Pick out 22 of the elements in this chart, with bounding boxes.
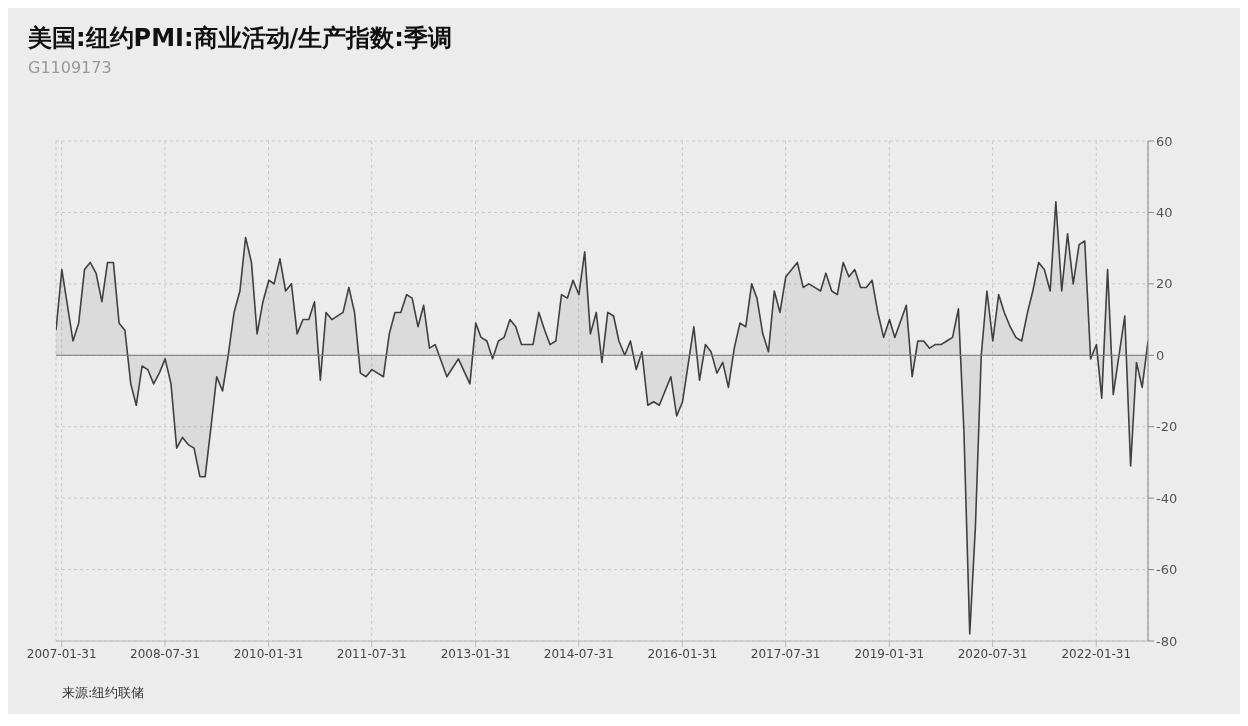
x-tick-label: 2022-01-31 <box>1061 646 1132 661</box>
y-tick-label: -60 <box>1156 562 1178 578</box>
chart-subtitle: G1109173 <box>28 58 112 77</box>
y-tick-label: 40 <box>1156 205 1173 221</box>
x-tick-label: 2011-07-31 <box>336 646 407 661</box>
x-tick-label: 2007-01-31 <box>26 646 97 661</box>
x-tick-label: 2016-01-31 <box>647 646 718 661</box>
source-note: 来源:纽约联储 <box>62 684 145 702</box>
y-tick-label: -20 <box>1156 419 1178 435</box>
x-tick-label: 2014-07-31 <box>543 646 614 661</box>
x-tick-label: 2020-07-31 <box>957 646 1028 661</box>
x-tick-label: 2010-01-31 <box>233 646 304 661</box>
y-tick-label: 60 <box>1156 133 1173 149</box>
y-tick-label: 0 <box>1156 347 1165 363</box>
x-tick-label: 2013-01-31 <box>440 646 511 661</box>
x-tick-label: 2017-07-31 <box>750 646 821 661</box>
y-tick-label: 20 <box>1156 276 1173 292</box>
x-tick-label: 2019-01-31 <box>854 646 925 661</box>
y-tick-label: -80 <box>1156 633 1178 649</box>
y-tick-label: -40 <box>1156 490 1178 506</box>
x-tick-label: 2008-07-31 <box>130 646 200 661</box>
chart-title: 美国:纽约PMI:商业活动/生产指数:季调 <box>28 23 452 54</box>
